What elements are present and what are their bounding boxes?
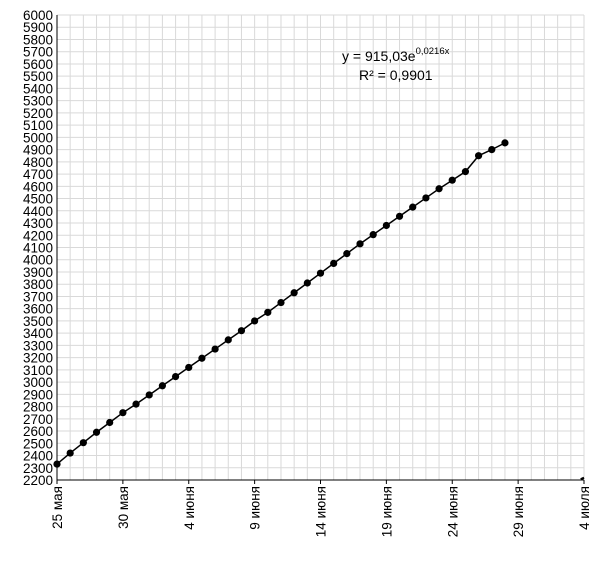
y-tick-label: 4000 [23, 253, 53, 268]
exponential-trendline [580, 476, 585, 481]
y-tick-label: 2700 [23, 412, 53, 427]
y-tick-label: 2200 [23, 473, 53, 488]
data-point [198, 354, 206, 362]
data-point [211, 345, 219, 353]
data-series [53, 139, 509, 468]
trendline [580, 476, 585, 481]
data-point [224, 336, 232, 344]
trendline-equation-exponent: 0,0216x [416, 46, 450, 57]
x-tick-label: 9 июня [248, 486, 263, 530]
data-point [145, 391, 153, 399]
x-tick-label: 24 июня [445, 486, 460, 537]
y-tick-label: 3000 [23, 375, 53, 390]
data-point [475, 152, 483, 160]
y-tick-label: 5000 [23, 130, 53, 145]
data-point [53, 460, 61, 468]
y-tick-label: 3700 [23, 289, 53, 304]
y-tick-label: 4100 [23, 241, 53, 256]
data-point [237, 327, 246, 335]
y-tick-label: 4900 [23, 143, 53, 158]
y-tick-label: 3900 [23, 265, 53, 280]
y-tick-label: 5500 [23, 69, 53, 84]
y-tick-label: 2900 [23, 387, 53, 402]
axes [56, 15, 585, 484]
y-tick-label: 5300 [23, 94, 53, 109]
y-tick-label: 3500 [23, 314, 53, 329]
data-point [435, 185, 443, 193]
data-point [79, 439, 87, 447]
trendline-equation-main: y = 915,03e [342, 48, 416, 64]
y-tick-label: 3100 [23, 363, 53, 378]
data-point [303, 279, 311, 287]
data-point [264, 308, 272, 316]
r-squared-label: R² = 0,9901 [359, 67, 433, 83]
data-point [171, 372, 180, 381]
y-tick-label: 6000 [23, 8, 53, 23]
data-point [277, 298, 285, 307]
data-point [395, 212, 404, 220]
data-point [369, 231, 377, 239]
y-tick-label: 4200 [23, 228, 53, 243]
data-point [66, 449, 74, 457]
y-tick-label: 4700 [23, 167, 53, 182]
y-tick-label: 5600 [23, 57, 53, 72]
y-tick-label: 4800 [23, 155, 53, 170]
data-point [382, 221, 390, 230]
data-point [158, 382, 166, 390]
data-point [409, 203, 417, 211]
y-tick-label: 5200 [23, 106, 53, 121]
y-tick-label: 3300 [23, 338, 53, 353]
y-tick-label: 5700 [23, 45, 53, 60]
y-tick-label: 4600 [23, 179, 53, 194]
data-point [106, 418, 114, 427]
y-tick-label: 4500 [23, 192, 53, 207]
y-tick-label: 2600 [23, 424, 53, 439]
data-point [343, 250, 351, 258]
y-tick-label: 2300 [23, 461, 53, 476]
trendline-equation: y = 915,03e0,0216x [342, 46, 450, 64]
x-tick-label: 30 мая [116, 486, 131, 529]
x-tick-label: 4 июня [182, 486, 197, 530]
data-point [356, 240, 364, 248]
y-tick-labels: 2200230024002500260027002800290030003100… [23, 8, 53, 488]
y-tick-label: 5100 [23, 118, 53, 133]
y-tick-label: 2800 [23, 400, 53, 415]
data-point [119, 409, 127, 417]
y-tick-label: 5400 [23, 81, 53, 96]
x-tick-labels: 25 мая 30 мая 4 июня 9 июня 14 июня 19 июня 24… [50, 486, 592, 537]
y-tick-label: 2500 [23, 436, 53, 451]
data-point [330, 259, 338, 268]
data-point [448, 176, 456, 184]
y-tick-label: 4300 [23, 216, 53, 231]
y-tick-label: 3200 [23, 351, 53, 366]
data-point [316, 269, 325, 277]
y-tick-label: 5900 [23, 20, 53, 35]
data-point [251, 317, 259, 325]
y-tick-label: 2400 [23, 449, 53, 464]
y-tick-label: 3800 [23, 277, 53, 292]
data-point [422, 194, 430, 202]
data-point [461, 168, 470, 176]
y-tick-label: 3600 [23, 302, 53, 317]
data-point [501, 139, 509, 147]
data-point [132, 400, 140, 408]
y-tick-label: 4400 [23, 204, 53, 219]
x-tick-label: 4 июля [577, 486, 592, 530]
data-point [488, 146, 496, 154]
x-tick-label: 29 июня [511, 486, 526, 537]
data-point [92, 428, 101, 436]
y-tick-label: 3400 [23, 326, 53, 341]
annotations: y = 915,03e0,0216x R² = 0,9901 [342, 46, 450, 83]
x-tick-label: 19 июня [379, 486, 394, 537]
x-tick-label: 14 июня [314, 486, 329, 537]
y-tick-label: 5800 [23, 32, 53, 47]
x-tick-label: 25 мая [50, 486, 65, 529]
data-point [290, 289, 298, 297]
data-point [185, 363, 193, 372]
grid [56, 14, 585, 481]
